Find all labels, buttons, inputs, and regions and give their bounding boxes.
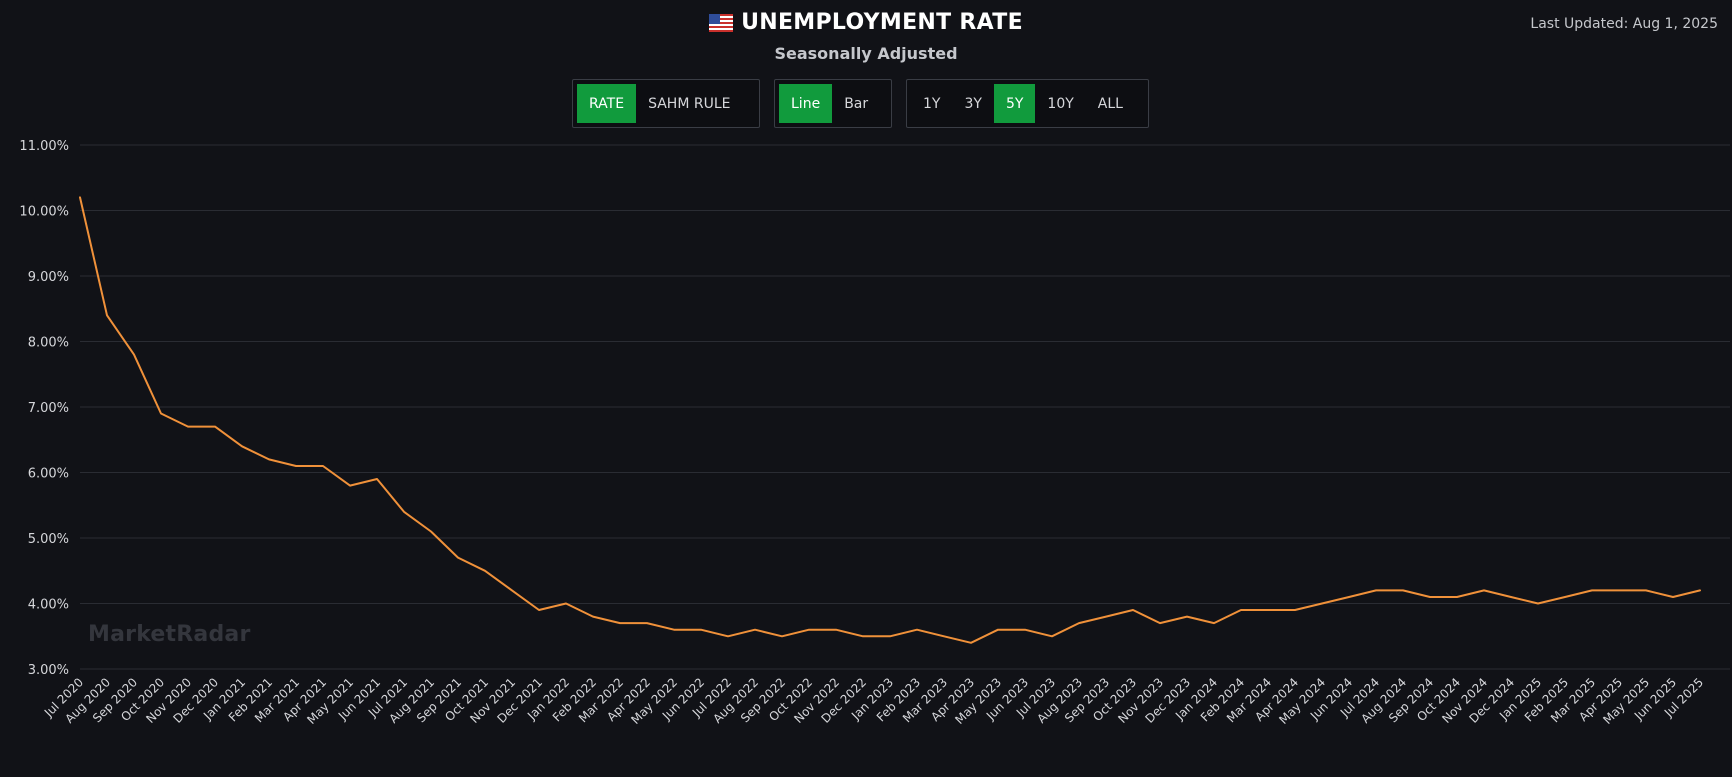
page-title: UNEMPLOYMENT RATE (0, 10, 1732, 35)
page-title-text: UNEMPLOYMENT RATE (741, 10, 1023, 35)
y-tick-label: 10.00% (19, 205, 69, 220)
range-1y-button[interactable]: 1Y (923, 95, 941, 112)
range-5y-button[interactable]: 5Y (993, 84, 1036, 123)
metric-rate-button[interactable]: RATE (577, 84, 637, 123)
chart-type-toggle-group: Line Bar (774, 79, 892, 128)
y-tick-label: 3.00% (28, 663, 69, 678)
range-3y-button[interactable]: 3Y (964, 95, 982, 112)
y-tick-label: 8.00% (28, 336, 69, 351)
y-tick-label: 7.00% (28, 401, 69, 416)
series-line (79, 196, 1701, 644)
range-toggle-group: 1Y 3Y 5Y 10Y ALL (906, 79, 1149, 128)
us-flag-icon (709, 14, 734, 32)
range-10y-button[interactable]: 10Y (1047, 95, 1074, 112)
last-updated-label: Last Updated: Aug 1, 2025 (1530, 16, 1718, 32)
metric-toggle-group: RATE SAHM RULE (572, 79, 760, 128)
range-all-button[interactable]: ALL (1097, 95, 1123, 112)
y-tick-label: 11.00% (19, 139, 69, 154)
chart-type-bar-button[interactable]: Bar (844, 95, 869, 112)
metric-sahm-rule-button[interactable]: SAHM RULE (648, 95, 731, 112)
y-tick-label: 5.00% (28, 532, 69, 547)
y-tick-label: 6.00% (28, 467, 69, 482)
page-subtitle: Seasonally Adjusted (774, 44, 958, 63)
watermark-logo: MarketRadar (88, 622, 251, 647)
y-tick-label: 9.00% (28, 270, 69, 285)
y-tick-label: 4.00% (28, 598, 69, 613)
chart-type-line-button[interactable]: Line (779, 84, 833, 123)
